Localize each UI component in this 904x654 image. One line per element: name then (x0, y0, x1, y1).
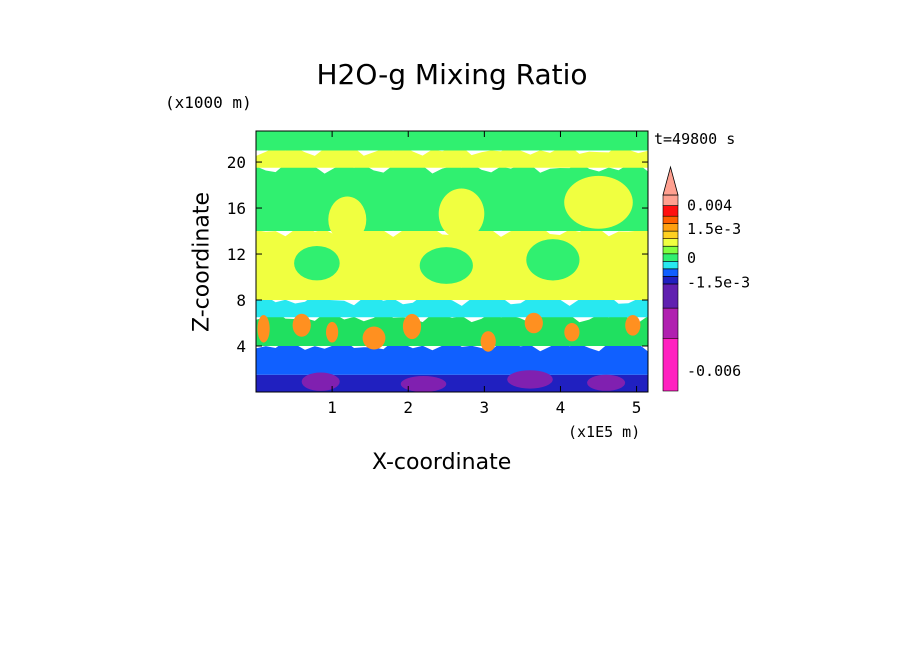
x-tick-label: 1 (327, 398, 337, 417)
contour-field (256, 131, 648, 392)
plot-frame (255, 130, 649, 393)
contour-layer (256, 144, 648, 168)
colorbar-label: -0.006 (687, 362, 741, 380)
x-tick-label: 2 (403, 398, 413, 417)
contour-patch (400, 376, 447, 392)
y-tick-label: 20 (227, 153, 246, 172)
y-axis-units: (x1000 m) (165, 93, 252, 112)
colorbar-segment (662, 253, 679, 262)
y-tick-label: 4 (236, 337, 246, 356)
y-tick-label: 16 (227, 199, 246, 218)
contour-patch (524, 312, 543, 334)
contour-patch (526, 239, 580, 281)
y-tick-label: 12 (227, 245, 246, 264)
colorbar-segment (662, 276, 679, 285)
colorbar: 0.004 1.5e-3 0 -1.5e-3 -0.006 (662, 165, 750, 392)
colorbar-label: 0.004 (687, 197, 732, 215)
contour-layer (256, 311, 648, 347)
y-tick-label: 8 (236, 291, 246, 310)
contour-patch (480, 331, 496, 352)
contour-patch (362, 326, 386, 350)
time-label: t=49800 s (654, 130, 736, 148)
x-tick-label: 5 (632, 398, 642, 417)
x-axis-units: (x1E5 m) (568, 423, 641, 441)
contour-patch (294, 246, 340, 281)
colorbar-label: 1.5e-3 (687, 220, 741, 238)
colorbar-segment (662, 230, 679, 239)
contour-layer (256, 294, 648, 318)
colorbar-segment (662, 246, 679, 255)
contour-patch (438, 188, 485, 240)
colorbar-segment (662, 205, 679, 217)
contour-patch (328, 196, 367, 243)
colorbar-label: 0 (687, 249, 696, 267)
colorbar-extend-arrow (662, 165, 679, 196)
x-tick-label: 3 (480, 398, 490, 417)
contour-patch (257, 315, 270, 343)
contour-patch (625, 315, 641, 336)
chart-title: H2O-g Mixing Ratio (316, 58, 588, 91)
colorbar-segment (662, 194, 679, 206)
colorbar-segment (662, 337, 679, 392)
contour-layer (256, 131, 648, 151)
colorbar-segment (662, 238, 679, 247)
contour-patch (587, 374, 626, 391)
colorbar-segment (662, 215, 679, 224)
x-tick-label: 4 (556, 398, 566, 417)
contour-patch (292, 313, 311, 337)
colorbar-segment (662, 260, 679, 270)
colorbar-segment (662, 268, 679, 277)
colorbar-label: -1.5e-3 (687, 273, 750, 291)
colorbar-segment (662, 223, 679, 232)
contour-layer (256, 340, 648, 375)
contour-patch (301, 372, 340, 391)
contour-patch (326, 321, 339, 343)
colorbar-segment (662, 283, 679, 309)
contour-patch (507, 370, 553, 389)
colorbar-segment (662, 307, 679, 339)
contour-patch (402, 313, 422, 340)
contour-patch (564, 323, 580, 342)
contour-patch (419, 247, 473, 284)
contour-patch (564, 175, 633, 229)
x-axis-label: X-coordinate (372, 450, 512, 475)
